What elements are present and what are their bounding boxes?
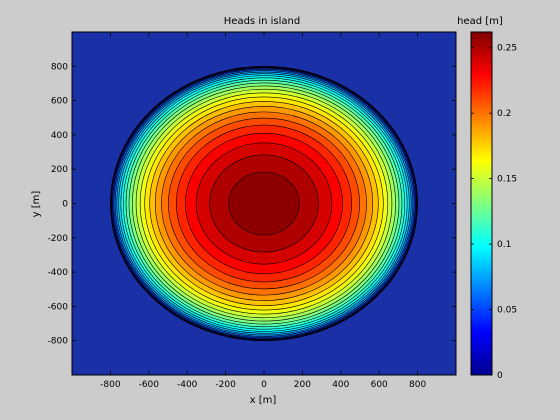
y-tick-label: 200 <box>51 165 68 175</box>
y-ticks: 800 600 400 200 0 -200 -400 -600 -800 <box>48 62 456 347</box>
contour-line <box>120 75 408 332</box>
colorbar-ticks: 0 0.05 0.1 0.15 0.2 0.25 <box>471 44 517 381</box>
contour-line <box>209 154 319 253</box>
contour-line <box>144 96 384 311</box>
contour-bands <box>110 66 418 341</box>
contour-line <box>135 88 393 319</box>
x-tick-label: -800 <box>100 380 121 390</box>
chart-title: Heads in island <box>224 16 300 27</box>
contour-line <box>168 117 360 290</box>
contour-line <box>114 70 414 337</box>
contour-line <box>132 85 396 322</box>
contour-line <box>195 142 333 265</box>
contour-line <box>110 66 418 341</box>
contour-line <box>110 66 418 341</box>
contour-line <box>154 106 374 301</box>
y-tick-label: -200 <box>48 234 69 244</box>
x-tick-label: 400 <box>332 380 349 390</box>
y-tick-label: 0 <box>62 200 68 210</box>
contour-line <box>112 68 416 339</box>
x-tick-label: -200 <box>215 380 236 390</box>
contour-line <box>118 73 410 334</box>
y-tick-label: 400 <box>51 131 68 141</box>
contour-line <box>228 171 300 236</box>
contour-line <box>161 111 367 296</box>
y-axis-label: y [m] <box>31 191 42 218</box>
contour-line <box>128 82 400 325</box>
contour-band <box>228 172 300 235</box>
contour-line <box>111 67 417 340</box>
contour-plot: -800 -600 -400 -200 0 200 400 600 800 800 600 400 2… <box>31 16 457 406</box>
y-tick-label: -800 <box>48 337 69 347</box>
colorbar-tick-label: 0 <box>497 371 503 381</box>
y-tick-label: -600 <box>48 302 69 312</box>
x-axis-label: x [m] <box>250 395 277 406</box>
x-ticks: -800 -600 -400 -200 0 200 400 600 800 <box>100 32 426 390</box>
colorbar: 0 0.05 0.1 0.15 0.2 0.25 head [m] <box>457 16 517 381</box>
contour-lines <box>110 66 418 341</box>
y-tick-label: 600 <box>51 97 68 107</box>
contour-line <box>113 69 415 338</box>
x-tick-label: 800 <box>409 380 426 390</box>
x-tick-label: 0 <box>261 380 267 390</box>
colorbar-gradient <box>470 31 493 376</box>
colorbar-tick-label: 0.1 <box>497 240 511 250</box>
contour-line <box>185 132 343 275</box>
y-tick-label: -400 <box>48 268 69 278</box>
x-tick-label: -600 <box>139 380 160 390</box>
x-tick-label: -400 <box>177 380 198 390</box>
contour-line <box>175 124 353 283</box>
colorbar-tick-label: 0.25 <box>497 44 517 54</box>
colorbar-tick-label: 0.2 <box>497 109 511 119</box>
contour-line <box>149 101 379 306</box>
contour-line <box>116 71 412 336</box>
x-tick-label: 200 <box>294 380 311 390</box>
colorbar-label: head [m] <box>457 16 503 27</box>
contour-line <box>125 79 403 328</box>
contour-line <box>139 92 389 315</box>
colorbar-tick-label: 0.05 <box>497 306 517 316</box>
colorbar-tick-label: 0.15 <box>497 175 517 185</box>
x-tick-label: 600 <box>371 380 388 390</box>
y-tick-label: 800 <box>51 62 68 72</box>
contour-line <box>122 77 406 330</box>
